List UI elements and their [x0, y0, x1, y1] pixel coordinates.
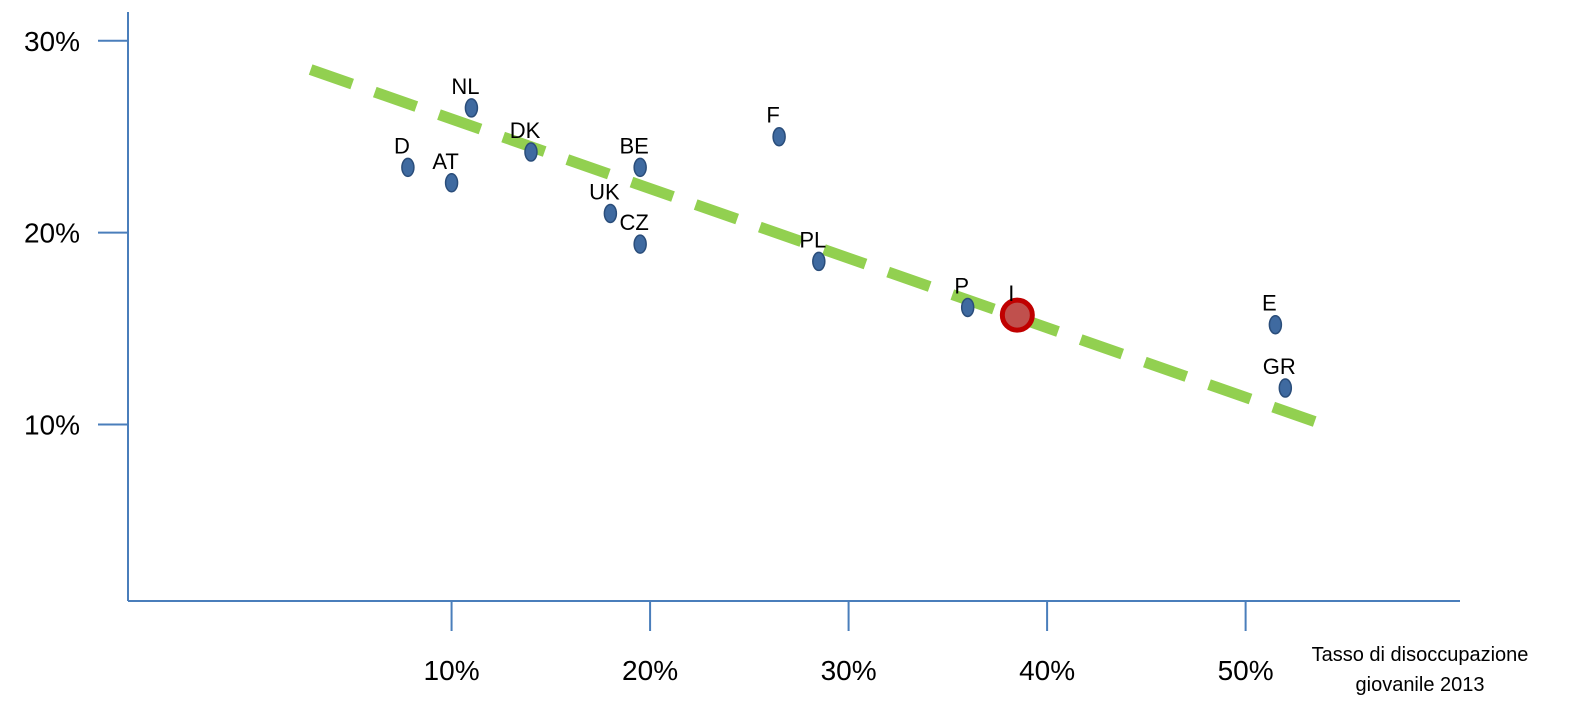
data-point-at: [444, 173, 459, 193]
x-tick-label: 40%: [1019, 655, 1075, 686]
data-point-d: [401, 157, 415, 178]
point-label-i: I: [1008, 281, 1014, 306]
x-tick-label: 30%: [821, 655, 877, 686]
y-tick-label: 20%: [24, 218, 80, 249]
point-label-f: F: [766, 103, 779, 128]
data-point-be: [633, 157, 647, 178]
point-label-p: P: [954, 273, 969, 298]
point-label-uk: UK: [589, 179, 620, 204]
y-tick-label: 10%: [24, 409, 80, 440]
data-point-uk: [603, 203, 618, 224]
point-label-nl: NL: [451, 74, 479, 99]
data-point-pl: [812, 251, 826, 272]
point-label-be: BE: [619, 133, 648, 158]
x-axis-title-line-1: Tasso di disoccupazione: [1312, 644, 1529, 666]
trendline-layer: [308, 64, 1325, 430]
points-layer: [401, 98, 1293, 398]
x-tick-label: 50%: [1218, 655, 1274, 686]
point-label-gr: GR: [1263, 354, 1296, 379]
trendline: [308, 64, 1325, 430]
data-point-gr: [1278, 378, 1293, 398]
x-axis-title-line-2: giovanile 2013: [1356, 674, 1485, 696]
data-point-i-highlight: [999, 297, 1035, 333]
data-point-f: [772, 126, 786, 147]
data-point-dk: [524, 142, 538, 162]
point-label-d: D: [394, 133, 410, 158]
point-label-cz: CZ: [619, 210, 648, 235]
axes: [127, 12, 1460, 602]
point-label-dk: DK: [510, 118, 541, 143]
data-point-e: [1268, 314, 1283, 335]
point-labels-layer: D AT NL DK UK BE CZ F PL P I E GR: [394, 74, 1296, 379]
data-point-p: [960, 297, 975, 318]
x-tick-label: 20%: [622, 655, 678, 686]
point-label-at: AT: [432, 149, 458, 174]
y-tick-label: 30%: [24, 26, 80, 57]
point-label-e: E: [1262, 291, 1277, 316]
data-point-cz: [633, 234, 647, 254]
ticks: 10% 20% 30% 40% 50% 10% 20% 30%: [24, 26, 1274, 686]
point-label-pl: PL: [799, 227, 826, 252]
x-tick-label: 10%: [424, 655, 480, 686]
data-point-nl: [464, 98, 479, 118]
